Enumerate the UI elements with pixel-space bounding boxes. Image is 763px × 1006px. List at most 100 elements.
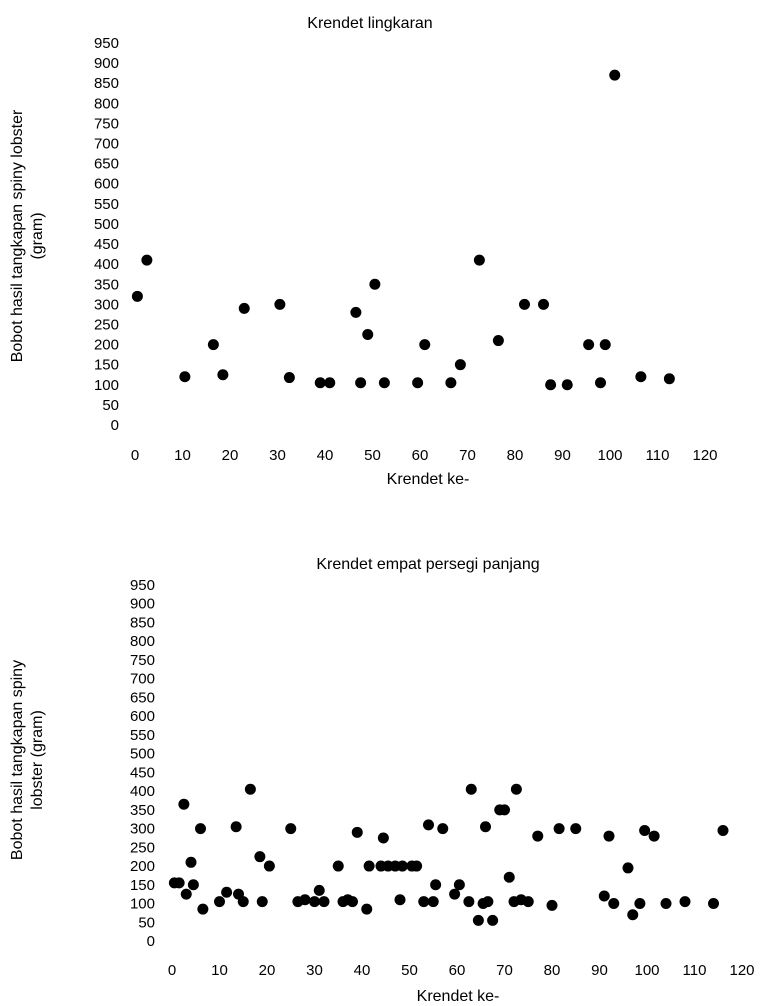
data-point bbox=[717, 824, 729, 836]
x-tick-label: 0 bbox=[131, 447, 139, 464]
data-point bbox=[627, 909, 639, 921]
y-tick-label: 750 bbox=[130, 652, 155, 669]
data-point bbox=[411, 860, 423, 872]
data-point bbox=[463, 896, 475, 908]
y-tick-label: 400 bbox=[94, 256, 119, 273]
x-tick-labels: 0 10 20 30 40 50 60 70 80 90 100 110 120 bbox=[168, 962, 755, 979]
data-point bbox=[609, 69, 621, 81]
data-point bbox=[369, 278, 381, 290]
data-point bbox=[608, 898, 620, 910]
data-point bbox=[256, 896, 268, 908]
y-tick-label: 250 bbox=[130, 839, 155, 856]
data-point bbox=[244, 783, 256, 795]
x-tick-label: 110 bbox=[646, 447, 670, 464]
y-tick-label: 550 bbox=[94, 196, 119, 213]
data-point bbox=[522, 896, 534, 908]
x-tick-label: 70 bbox=[459, 447, 476, 464]
data-point bbox=[663, 373, 675, 385]
data-point bbox=[254, 851, 266, 863]
data-point bbox=[131, 290, 143, 302]
data-point bbox=[274, 298, 286, 310]
data-point bbox=[545, 379, 557, 391]
data-point bbox=[427, 896, 439, 908]
y-tick-label: 300 bbox=[130, 821, 155, 838]
data-point bbox=[178, 798, 190, 810]
data-point bbox=[499, 804, 510, 816]
data-point bbox=[449, 888, 461, 900]
data-point bbox=[377, 832, 389, 844]
data-point bbox=[361, 903, 373, 915]
data-point bbox=[362, 329, 374, 341]
data-point bbox=[538, 298, 549, 310]
data-point bbox=[299, 894, 311, 906]
data-point bbox=[553, 823, 565, 835]
y-axis-label-line-2: lobster (gram) bbox=[29, 710, 46, 810]
x-tick-label: 80 bbox=[507, 447, 524, 464]
y-tick-label: 650 bbox=[94, 156, 119, 173]
x-tick-label: 50 bbox=[401, 962, 418, 979]
data-point bbox=[648, 830, 660, 842]
y-tick-label: 800 bbox=[94, 95, 119, 112]
data-point bbox=[679, 896, 691, 908]
data-point bbox=[510, 783, 522, 795]
data-point bbox=[570, 823, 582, 835]
x-tick-label: 120 bbox=[729, 962, 754, 979]
y-tick-label: 450 bbox=[130, 764, 155, 781]
x-tick-label: 10 bbox=[211, 962, 228, 979]
data-point bbox=[598, 890, 610, 902]
data-point bbox=[595, 377, 606, 389]
data-point bbox=[622, 862, 634, 874]
x-tick-label: 100 bbox=[597, 447, 622, 464]
y-tick-label: 350 bbox=[94, 276, 119, 293]
data-point bbox=[378, 377, 390, 389]
data-point bbox=[639, 824, 651, 836]
x-tick-label: 70 bbox=[496, 962, 513, 979]
data-point bbox=[532, 830, 544, 842]
y-tick-label: 850 bbox=[130, 614, 155, 631]
data-point bbox=[396, 860, 408, 872]
y-tick-labels: 0501001502002503003504004505005506006507… bbox=[130, 577, 155, 950]
y-tick-label: 450 bbox=[94, 236, 119, 253]
data-point bbox=[207, 339, 219, 351]
y-tick-label: 500 bbox=[94, 216, 119, 233]
y-tick-label: 250 bbox=[94, 316, 119, 333]
chart-title: Krendet lingkaran bbox=[307, 15, 432, 32]
x-tick-label: 40 bbox=[317, 447, 334, 464]
data-point bbox=[283, 372, 295, 384]
y-tick-label: 150 bbox=[94, 357, 119, 374]
x-tick-label: 100 bbox=[634, 962, 659, 979]
data-points bbox=[168, 783, 729, 926]
data-point bbox=[660, 898, 672, 910]
data-point bbox=[309, 896, 320, 908]
chart-title: Krendet empat persegi panjang bbox=[316, 556, 539, 573]
data-point bbox=[285, 823, 297, 835]
data-points bbox=[131, 69, 675, 391]
y-tick-label: 100 bbox=[94, 377, 119, 394]
data-point bbox=[419, 339, 431, 351]
x-tick-label: 0 bbox=[168, 962, 176, 979]
data-point bbox=[519, 298, 530, 310]
data-point bbox=[394, 894, 406, 906]
y-tick-label: 900 bbox=[130, 596, 155, 613]
data-point bbox=[141, 254, 153, 266]
y-tick-label: 0 bbox=[147, 933, 155, 950]
data-point bbox=[313, 884, 325, 896]
data-point bbox=[480, 821, 491, 833]
data-point bbox=[238, 302, 250, 314]
y-tick-label: 150 bbox=[130, 877, 155, 894]
data-point bbox=[263, 860, 275, 872]
y-tick-label: 900 bbox=[94, 55, 119, 72]
data-point bbox=[180, 888, 192, 900]
y-tick-labels: 0501001502002503003504004505005506006507… bbox=[94, 35, 119, 434]
data-point bbox=[355, 377, 367, 389]
y-tick-label: 800 bbox=[130, 633, 155, 650]
x-tick-label: 30 bbox=[269, 447, 286, 464]
y-tick-label: 650 bbox=[130, 689, 155, 706]
data-point bbox=[561, 379, 573, 391]
y-tick-label: 300 bbox=[94, 296, 119, 313]
data-point bbox=[197, 903, 209, 915]
x-axis-label: Krendet ke- bbox=[387, 471, 470, 488]
data-point bbox=[237, 896, 249, 908]
data-point bbox=[487, 914, 499, 926]
x-tick-label: 80 bbox=[544, 962, 561, 979]
